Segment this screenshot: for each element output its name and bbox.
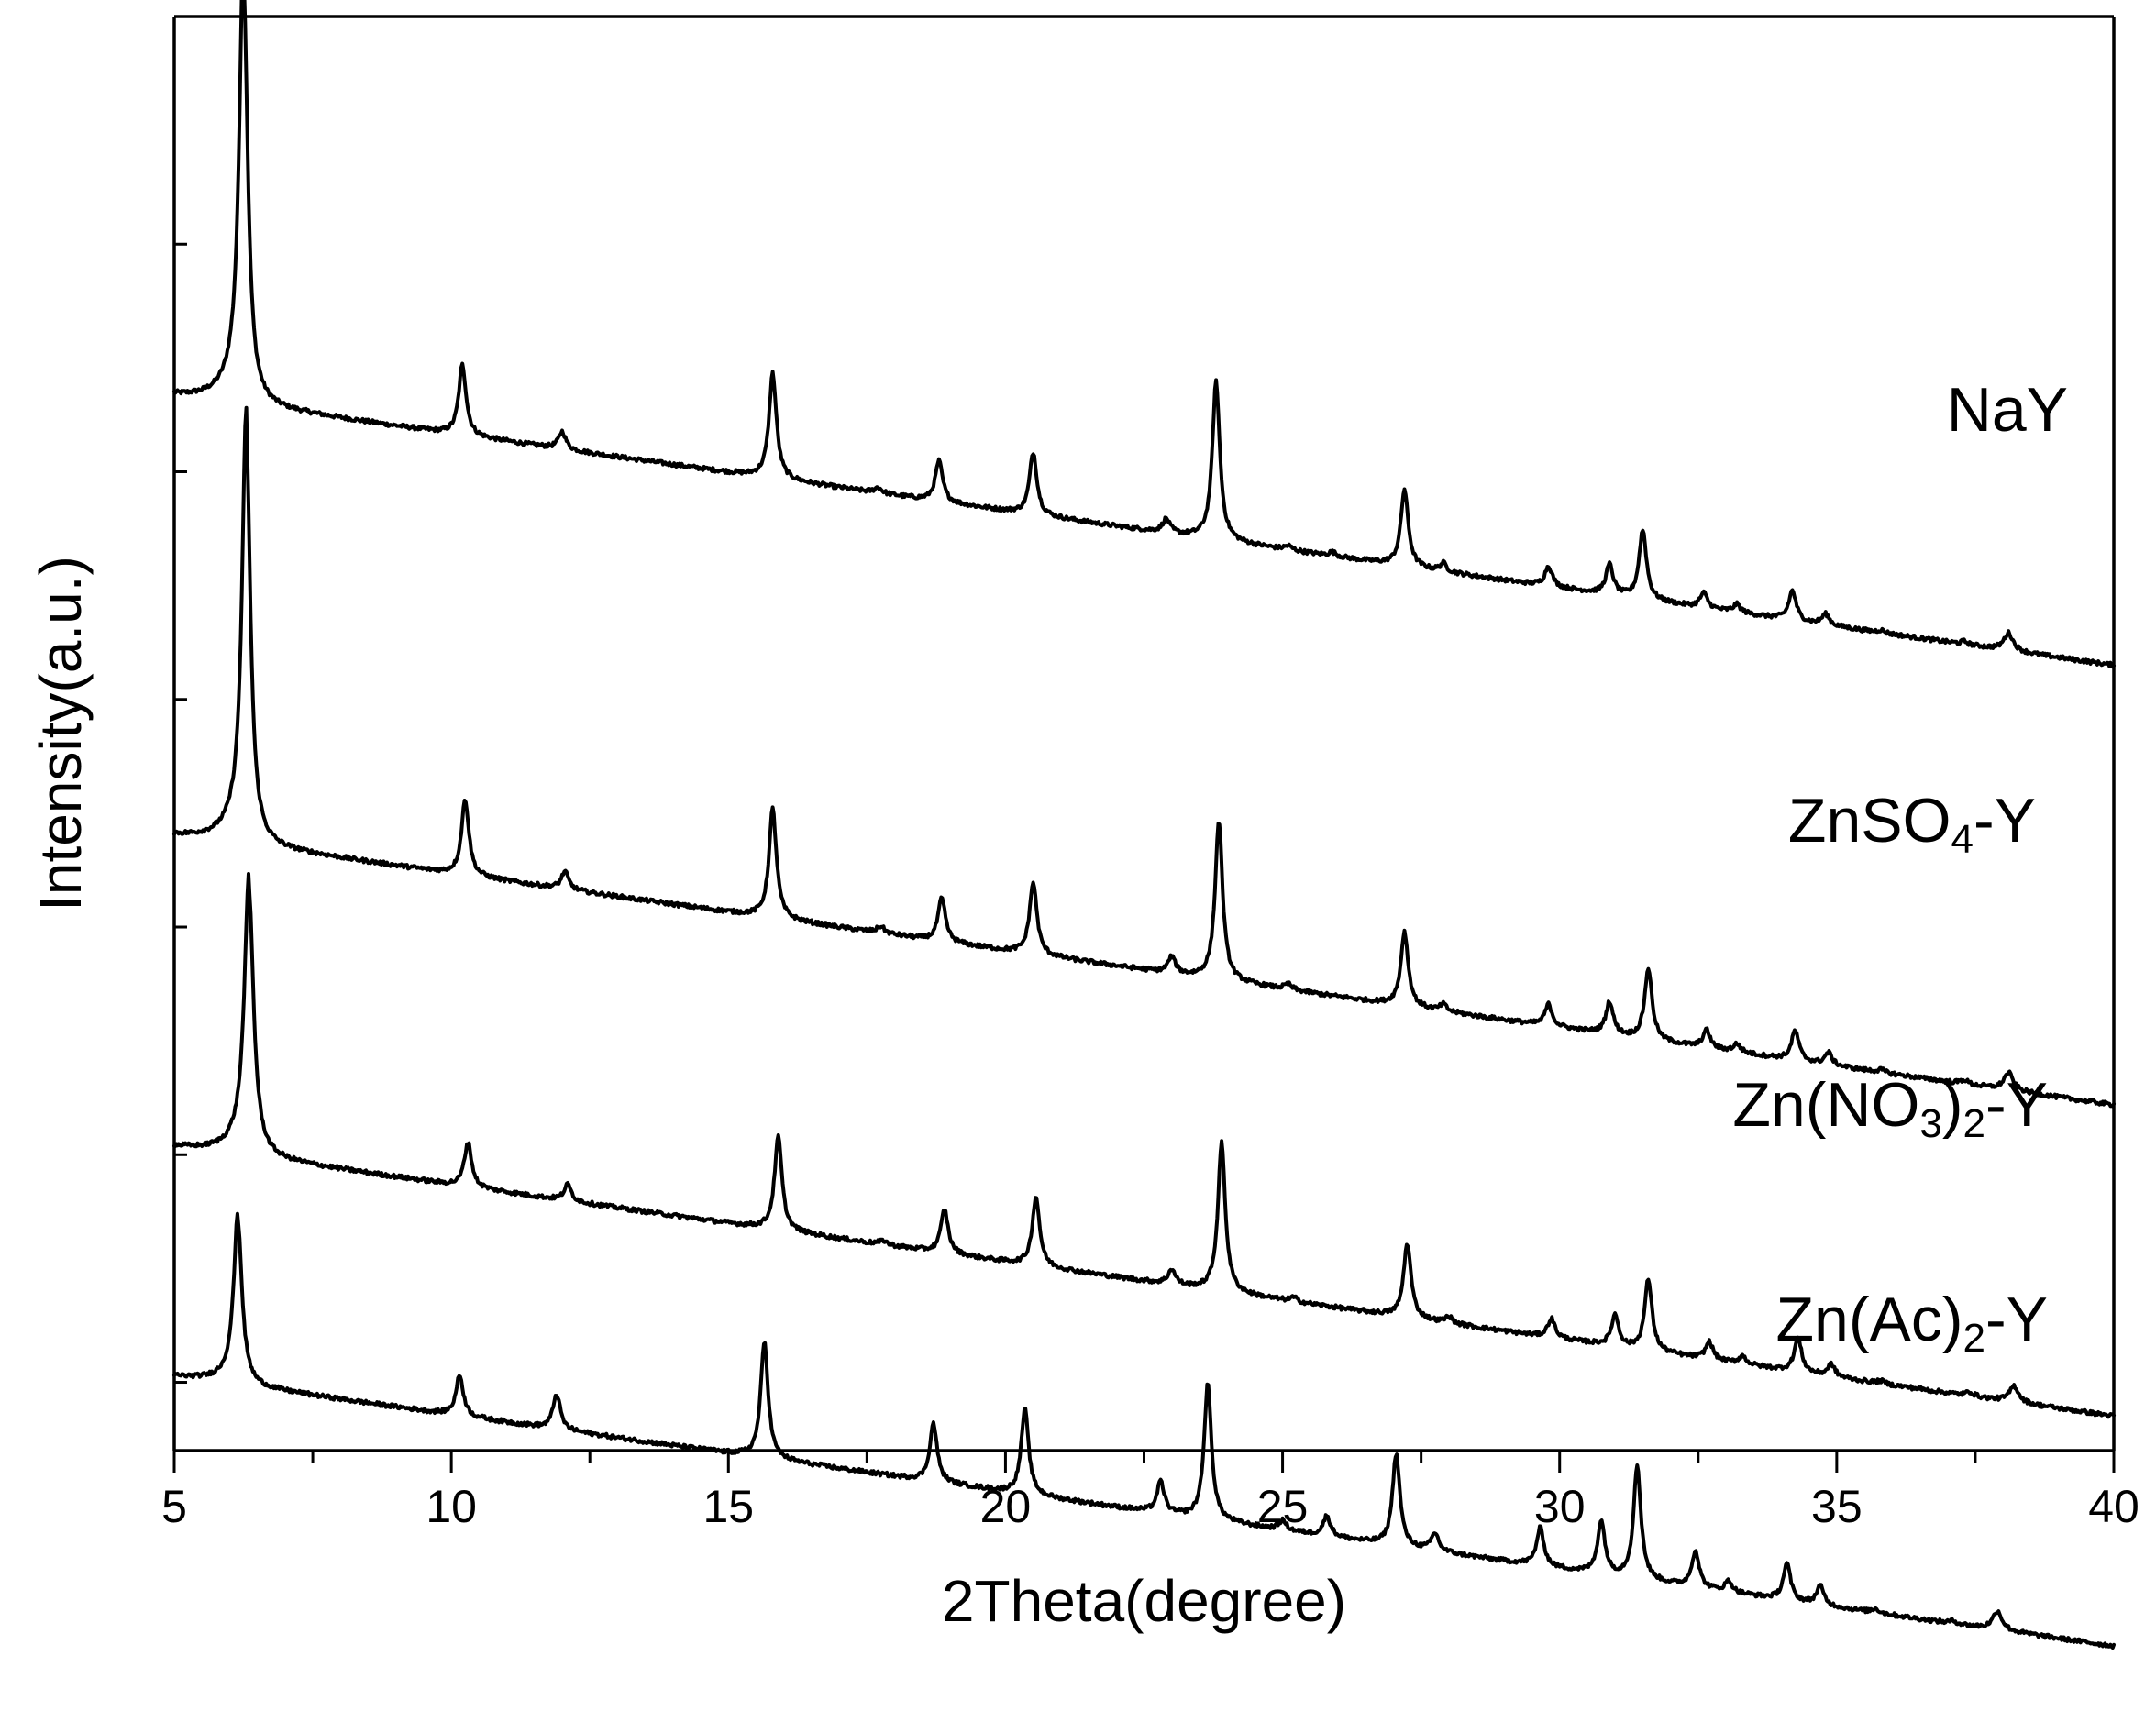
series-label-nay: NaY: [1947, 375, 2068, 445]
trace-zn-no3-2-y: [172, 872, 2116, 1419]
x-tick-label: 15: [702, 1481, 754, 1532]
x-axis-ticks: 5 10 15 20 25 30 35 40: [161, 1451, 2139, 1532]
x-axis-title: 2Theta(degree): [942, 1568, 1346, 1634]
trace-nay: [172, 0, 2116, 669]
trace-znso4-y: [172, 405, 2116, 1109]
trace-zn-ac-2-y: [172, 1211, 2116, 1650]
x-tick-label: 30: [1534, 1481, 1586, 1532]
x-tick-label: 5: [161, 1481, 187, 1532]
x-tick-label: 10: [426, 1481, 477, 1532]
y-axis-title: Intensity(a.u.): [28, 556, 94, 911]
x-tick-label: 20: [980, 1481, 1032, 1532]
series-label-znso4-y: ZnSO4-Y: [1788, 786, 2036, 862]
x-tick-label: 35: [1811, 1481, 1863, 1532]
x-tick-label: 40: [2088, 1481, 2139, 1532]
series-label-zn-ac-2-y: Zn(Ac)2-Y: [1776, 1285, 2048, 1361]
traces-layer: [172, 0, 2116, 1650]
series-label-zn-no3-2-y: Zn(NO3)2-Y: [1732, 1070, 2048, 1146]
x-tick-label: 25: [1257, 1481, 1309, 1532]
series-labels: NaY ZnSO4-Y Zn(NO3)2-Y Zn(Ac)2-Y: [1732, 375, 2068, 1361]
